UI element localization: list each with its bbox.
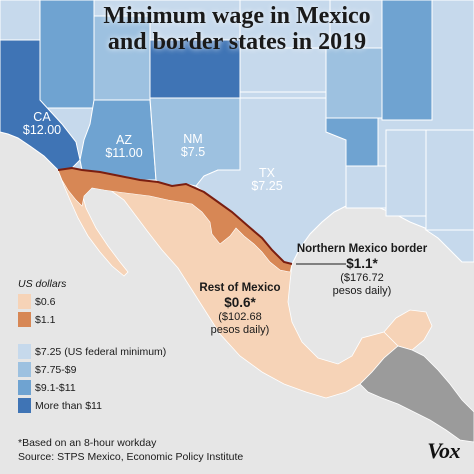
central-america <box>359 345 474 443</box>
label-ca-state: CA <box>33 110 51 124</box>
state-il-region <box>381 0 433 121</box>
legend-swatch-us-775-9 <box>18 362 31 377</box>
callout-rest-name: Rest of Mexico <box>199 282 281 294</box>
legend-label-us-federal: $7.25 (US federal minimum) <box>35 345 167 358</box>
label-ca-wage: $12.00 <box>22 123 62 137</box>
label-az-state: AZ <box>116 133 132 147</box>
legend-item-mexico-border: $1.1 <box>18 311 166 328</box>
legend-heading: US dollars <box>18 278 67 290</box>
label-ca: CA $12.00 <box>23 111 61 137</box>
label-nm-wage: $7.5 <box>180 145 206 159</box>
legend-item-us-federal: $7.25 (US federal minimum) <box>18 343 166 360</box>
legend-swatch-us-more-11 <box>18 398 31 413</box>
label-az: AZ $11.00 <box>105 134 142 160</box>
callout-rest-note2: pesos daily) <box>210 324 270 336</box>
callout-rest-wage: $0.6* <box>224 295 256 310</box>
state-ms-region <box>385 129 427 217</box>
label-tx-wage: $7.25 <box>251 179 283 193</box>
legend-label-us-775-9: $7.75-$9 <box>35 363 77 376</box>
state-nv-region <box>39 0 95 109</box>
callout-border-name: Northern Mexico border <box>296 243 428 255</box>
callout-border-note2: pesos daily) <box>332 285 392 297</box>
label-az-wage: $11.00 <box>105 146 143 160</box>
state-co-region <box>149 39 241 99</box>
vox-logo: Vox <box>427 438 460 463</box>
label-nm-state: NM <box>183 132 203 146</box>
footnote-source: Source: STPS Mexico, Economic Policy Ins… <box>18 451 244 463</box>
footnote: *Based on an 8-hour workday Source: STPS… <box>18 436 243 464</box>
page-title-line1: Minimum wage in Mexico <box>103 3 371 29</box>
state-ia-region <box>329 0 383 49</box>
legend: US dollars $0.6 $1.1 $7.25 (US federal m… <box>18 278 166 415</box>
legend-swatch-mexico-rest <box>18 294 31 309</box>
legend-label-us-more-11: More than $11 <box>35 399 102 412</box>
label-nm: NM $7.5 <box>181 133 205 159</box>
callout-rest-note1: ($102.68 <box>218 311 262 323</box>
legend-swatch-us-federal <box>18 344 31 359</box>
callout-border-wage: $1.1* <box>346 256 378 271</box>
florida-region <box>424 229 474 263</box>
label-tx: TX $7.25 <box>251 167 282 193</box>
legend-label-us-91-11: $9.1-$11 <box>35 381 76 394</box>
callout-border-note1: ($176.72 <box>340 272 384 284</box>
legend-swatch-mexico-border <box>18 312 31 327</box>
legend-item-mexico-rest: $0.6 <box>18 293 166 310</box>
state-ne-region <box>239 0 331 49</box>
legend-item-us-more-11: More than $11 <box>18 397 166 414</box>
footnote-note: *Based on an 8-hour workday <box>18 437 157 449</box>
legend-swatch-us-91-11 <box>18 380 31 395</box>
legend-label-mexico-border: $1.1 <box>35 313 56 326</box>
state-la-region <box>345 165 387 209</box>
label-tx-state: TX <box>259 166 275 180</box>
callout-rest: Rest of Mexico $0.6* ($102.68 pesos dail… <box>199 281 280 337</box>
callout-border: Northern Mexico border $1.1* ($176.72 pe… <box>297 242 427 298</box>
legend-label-mexico-rest: $0.6 <box>35 295 56 308</box>
legend-item-us-91-11: $9.1-$11 <box>18 379 166 396</box>
state-mo-region <box>325 47 383 119</box>
page-title-line2: and border states in 2019 <box>107 29 367 55</box>
legend-item-us-775-9: $7.75-$9 <box>18 361 166 378</box>
us-mexico-border-line <box>57 166 293 265</box>
state-al-region <box>425 129 474 231</box>
